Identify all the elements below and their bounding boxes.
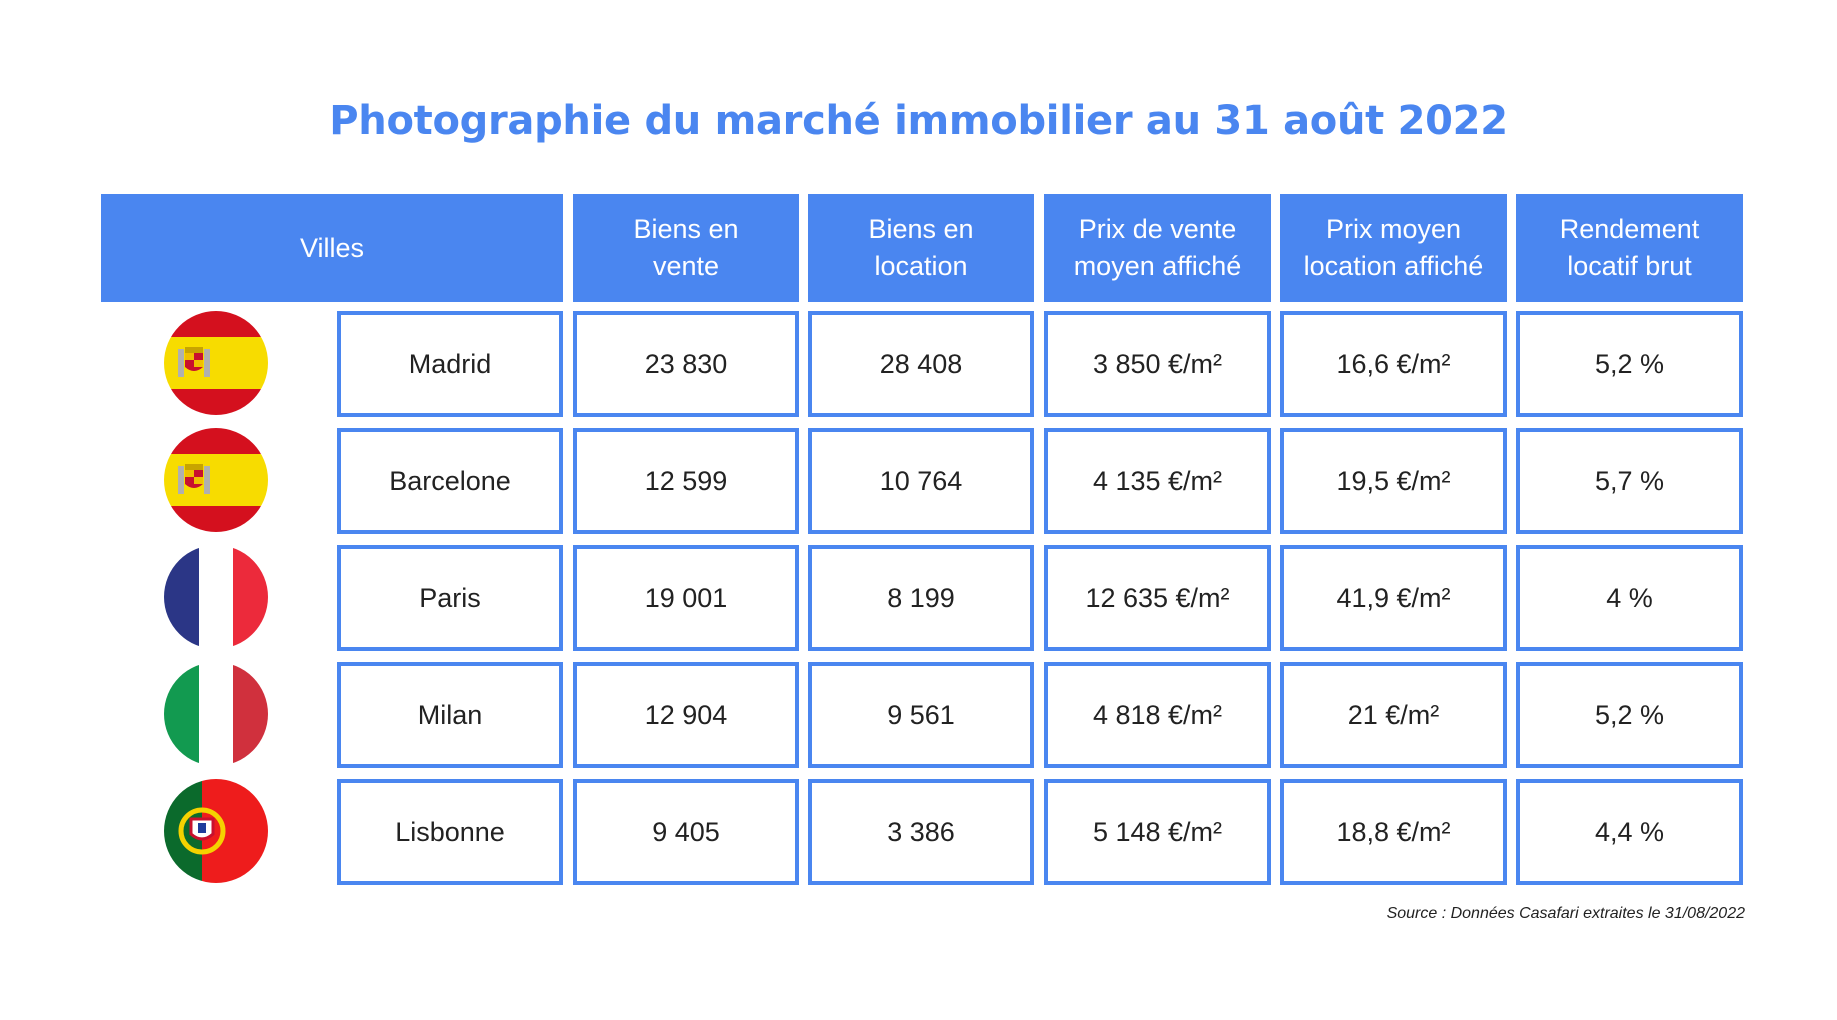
- table-row-city: Milan: [337, 662, 563, 768]
- table-cell-prix-location: 21 €/m²: [1280, 662, 1507, 768]
- table-cell-location: 3 386: [808, 779, 1034, 885]
- table-cell-vente: 9 405: [573, 779, 799, 885]
- header-biens-location: Biens en location: [808, 194, 1034, 302]
- cell-value: 10 764: [879, 465, 963, 496]
- header-biens-vente-line2: vente: [652, 251, 720, 281]
- city-label: Milan: [417, 699, 483, 730]
- city-label: Paris: [419, 582, 481, 613]
- cell-value: 5 148 €/m²: [1092, 816, 1223, 847]
- city-label: Madrid: [408, 348, 492, 379]
- cell-value: 16,6 €/m²: [1336, 348, 1451, 379]
- table-cell-vente: 12 599: [573, 428, 799, 534]
- table-cell-prix-location: 41,9 €/m²: [1280, 545, 1507, 651]
- cell-value: 4 135 €/m²: [1092, 465, 1223, 496]
- cell-value: 23 830: [644, 348, 728, 379]
- table-cell-vente: 12 904: [573, 662, 799, 768]
- cell-value: 5,2 %: [1594, 699, 1665, 730]
- cell-value: 21 €/m²: [1347, 699, 1440, 730]
- cell-value: 3 850 €/m²: [1092, 348, 1223, 379]
- cell-value: 3 386: [887, 816, 955, 847]
- table-cell-rendement: 5,7 %: [1516, 428, 1743, 534]
- cell-value: 4 818 €/m²: [1092, 699, 1223, 730]
- table-cell-rendement: 4 %: [1516, 545, 1743, 651]
- source-note: Source : Données Casafari extraites le 3…: [1386, 905, 1745, 922]
- cell-value: 5,2 %: [1594, 348, 1665, 379]
- cell-value: 4 %: [1606, 582, 1653, 613]
- cell-value: 19,5 €/m²: [1336, 465, 1451, 496]
- city-label: Barcelone: [389, 465, 511, 496]
- cell-value: 9 561: [887, 699, 955, 730]
- header-biens-vente: Biens en vente: [573, 194, 799, 302]
- cell-value: 41,9 €/m²: [1336, 582, 1451, 613]
- table-cell-prix-vente: 4 135 €/m²: [1044, 428, 1271, 534]
- table-row-city: Madrid: [337, 311, 563, 417]
- cell-value: 28 408: [879, 348, 963, 379]
- table-row-city: Paris: [337, 545, 563, 651]
- table-cell-prix-vente: 3 850 €/m²: [1044, 311, 1271, 417]
- table-cell-vente: 19 001: [573, 545, 799, 651]
- header-rendement-line1: Rendement: [1559, 214, 1700, 244]
- cell-value: 5,7 %: [1594, 465, 1665, 496]
- table-cell-location: 9 561: [808, 662, 1034, 768]
- city-label: Lisbonne: [395, 816, 505, 847]
- cell-value: 12 635 €/m²: [1085, 582, 1230, 613]
- table-cell-prix-location: 16,6 €/m²: [1280, 311, 1507, 417]
- table-cell-prix-vente: 4 818 €/m²: [1044, 662, 1271, 768]
- cell-value: 8 199: [887, 582, 955, 613]
- header-biens-location-line1: Biens en: [868, 214, 974, 244]
- cell-value: 12 599: [644, 465, 728, 496]
- cell-value: 19 001: [644, 582, 728, 613]
- france-flag-icon: [164, 545, 268, 649]
- header-biens-vente-line1: Biens en: [633, 214, 739, 244]
- table-cell-location: 10 764: [808, 428, 1034, 534]
- table-cell-rendement: 5,2 %: [1516, 662, 1743, 768]
- cell-value: 12 904: [644, 699, 728, 730]
- italy-flag-icon: [164, 662, 268, 766]
- table-cell-prix-location: 19,5 €/m²: [1280, 428, 1507, 534]
- table-cell-prix-vente: 5 148 €/m²: [1044, 779, 1271, 885]
- header-villes-label: Villes: [299, 232, 365, 263]
- table-row-city: Lisbonne: [337, 779, 563, 885]
- table-cell-rendement: 4,4 %: [1516, 779, 1743, 885]
- cell-value: 4,4 %: [1594, 816, 1665, 847]
- header-biens-location-line2: location: [874, 251, 968, 281]
- header-rendement-line2: locatif brut: [1567, 251, 1692, 281]
- table-cell-location: 28 408: [808, 311, 1034, 417]
- spain-flag-icon: [164, 428, 268, 532]
- page-title: Photographie du marché immobilier au 31 …: [329, 98, 1508, 144]
- cell-value: 18,8 €/m²: [1336, 816, 1451, 847]
- table-row-city: Barcelone: [337, 428, 563, 534]
- table-cell-vente: 23 830: [573, 311, 799, 417]
- table-cell-rendement: 5,2 %: [1516, 311, 1743, 417]
- table-cell-prix-location: 18,8 €/m²: [1280, 779, 1507, 885]
- cell-value: 9 405: [652, 816, 720, 847]
- header-prix-vente: Prix de vente moyen affiché: [1044, 194, 1271, 302]
- header-prix-location-line1: Prix moyen: [1325, 214, 1462, 244]
- header-prix-vente-line2: moyen affiché: [1073, 251, 1242, 281]
- spain-flag-icon: [164, 311, 268, 415]
- header-prix-location: Prix moyen location affiché: [1280, 194, 1507, 302]
- header-prix-vente-line1: Prix de vente: [1078, 214, 1237, 244]
- header-rendement: Rendement locatif brut: [1516, 194, 1743, 302]
- portugal-flag-icon: [164, 779, 268, 883]
- header-prix-location-line2: location affiché: [1303, 251, 1484, 281]
- header-villes: Villes: [101, 194, 563, 302]
- table-cell-location: 8 199: [808, 545, 1034, 651]
- table-cell-prix-vente: 12 635 €/m²: [1044, 545, 1271, 651]
